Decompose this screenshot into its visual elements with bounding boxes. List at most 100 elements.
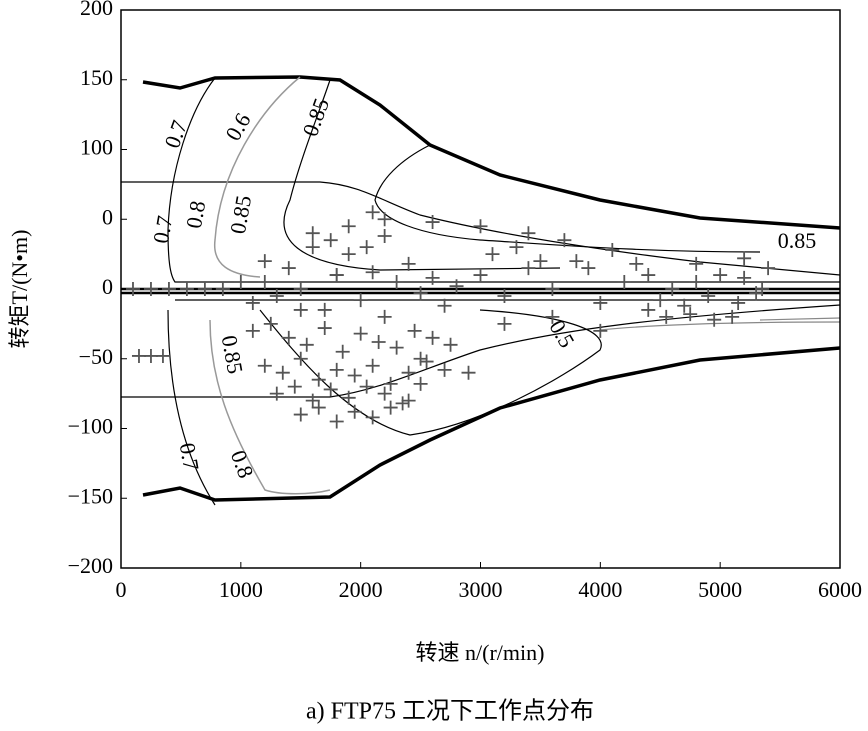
x-tick-label: 5000 — [698, 577, 742, 602]
point — [437, 362, 452, 377]
point — [341, 219, 356, 234]
point — [269, 288, 284, 303]
contour — [599, 317, 841, 331]
point — [275, 365, 290, 380]
point — [125, 282, 140, 296]
point — [293, 351, 308, 366]
point — [437, 298, 452, 313]
point — [233, 275, 248, 290]
point — [713, 268, 728, 283]
point — [755, 282, 770, 296]
point — [581, 261, 596, 276]
point — [245, 323, 260, 338]
y-axis-label: 转矩T/(N•m) — [7, 230, 32, 349]
point — [389, 340, 404, 355]
contour-label: 0.85 — [778, 228, 817, 253]
contour — [259, 309, 602, 436]
contour-label: 0.7 — [148, 214, 177, 245]
contour — [209, 319, 331, 495]
x-tick-label: 6000 — [818, 577, 862, 602]
point — [413, 286, 428, 301]
point — [371, 335, 386, 350]
contour — [121, 181, 841, 276]
contour-label: 0.85 — [297, 95, 334, 140]
point — [335, 344, 350, 359]
point — [689, 256, 704, 271]
point — [533, 254, 548, 269]
contour-label: 0.85 — [225, 193, 256, 235]
point — [377, 386, 392, 401]
point — [761, 261, 776, 276]
point — [389, 275, 404, 290]
point — [485, 247, 500, 262]
point — [257, 254, 272, 269]
point — [641, 302, 656, 317]
point — [287, 379, 302, 394]
point — [365, 410, 380, 425]
point — [329, 268, 344, 283]
point — [653, 293, 668, 308]
point — [509, 240, 524, 255]
point — [341, 247, 356, 262]
x-tick-label: 2000 — [339, 577, 383, 602]
point — [293, 407, 308, 422]
point — [473, 268, 488, 283]
point — [641, 268, 656, 283]
point — [311, 400, 326, 415]
x-tick-label: 4000 — [578, 577, 622, 602]
point — [521, 261, 536, 276]
contour-label: 0.85 — [217, 333, 248, 375]
point — [347, 368, 362, 383]
point — [737, 270, 752, 285]
point — [293, 282, 308, 296]
point — [179, 282, 194, 296]
point — [461, 365, 476, 380]
point — [143, 348, 158, 363]
y-tick-label: −100 — [68, 414, 113, 439]
point — [725, 309, 740, 324]
point — [359, 379, 374, 394]
contour — [283, 79, 561, 271]
point — [707, 312, 722, 327]
contour-label: 0.5 — [544, 316, 579, 352]
point — [281, 261, 296, 276]
point — [473, 219, 488, 234]
point — [317, 321, 332, 336]
point — [317, 302, 332, 317]
point — [425, 270, 440, 285]
point — [305, 226, 320, 241]
point — [731, 295, 746, 310]
y-tick-label: 150 — [80, 65, 113, 90]
point — [377, 309, 392, 324]
point — [629, 256, 644, 271]
contour — [214, 76, 301, 278]
y-tick-label: −50 — [79, 344, 113, 369]
point — [305, 240, 320, 255]
point — [497, 288, 512, 303]
point — [383, 400, 398, 415]
point — [425, 215, 440, 230]
point — [401, 393, 416, 408]
point — [311, 372, 326, 387]
point — [701, 288, 716, 303]
point — [569, 254, 584, 269]
contour-label: 0.7 — [159, 117, 192, 151]
point — [665, 282, 680, 296]
point — [341, 390, 356, 405]
point — [413, 376, 428, 391]
point — [521, 226, 536, 241]
contour-label: 0.8 — [181, 199, 210, 230]
y-tick-label: 200 — [80, 0, 113, 20]
chart-title: a) FTP75 工况下工作点分布 — [306, 698, 594, 725]
point — [257, 358, 272, 373]
point — [293, 302, 308, 317]
y-tick-label: 0 — [102, 274, 113, 299]
point — [407, 323, 422, 338]
point — [659, 309, 674, 324]
point — [353, 326, 368, 341]
point — [377, 212, 392, 227]
point — [161, 282, 176, 296]
point — [605, 242, 620, 257]
point — [401, 256, 416, 271]
